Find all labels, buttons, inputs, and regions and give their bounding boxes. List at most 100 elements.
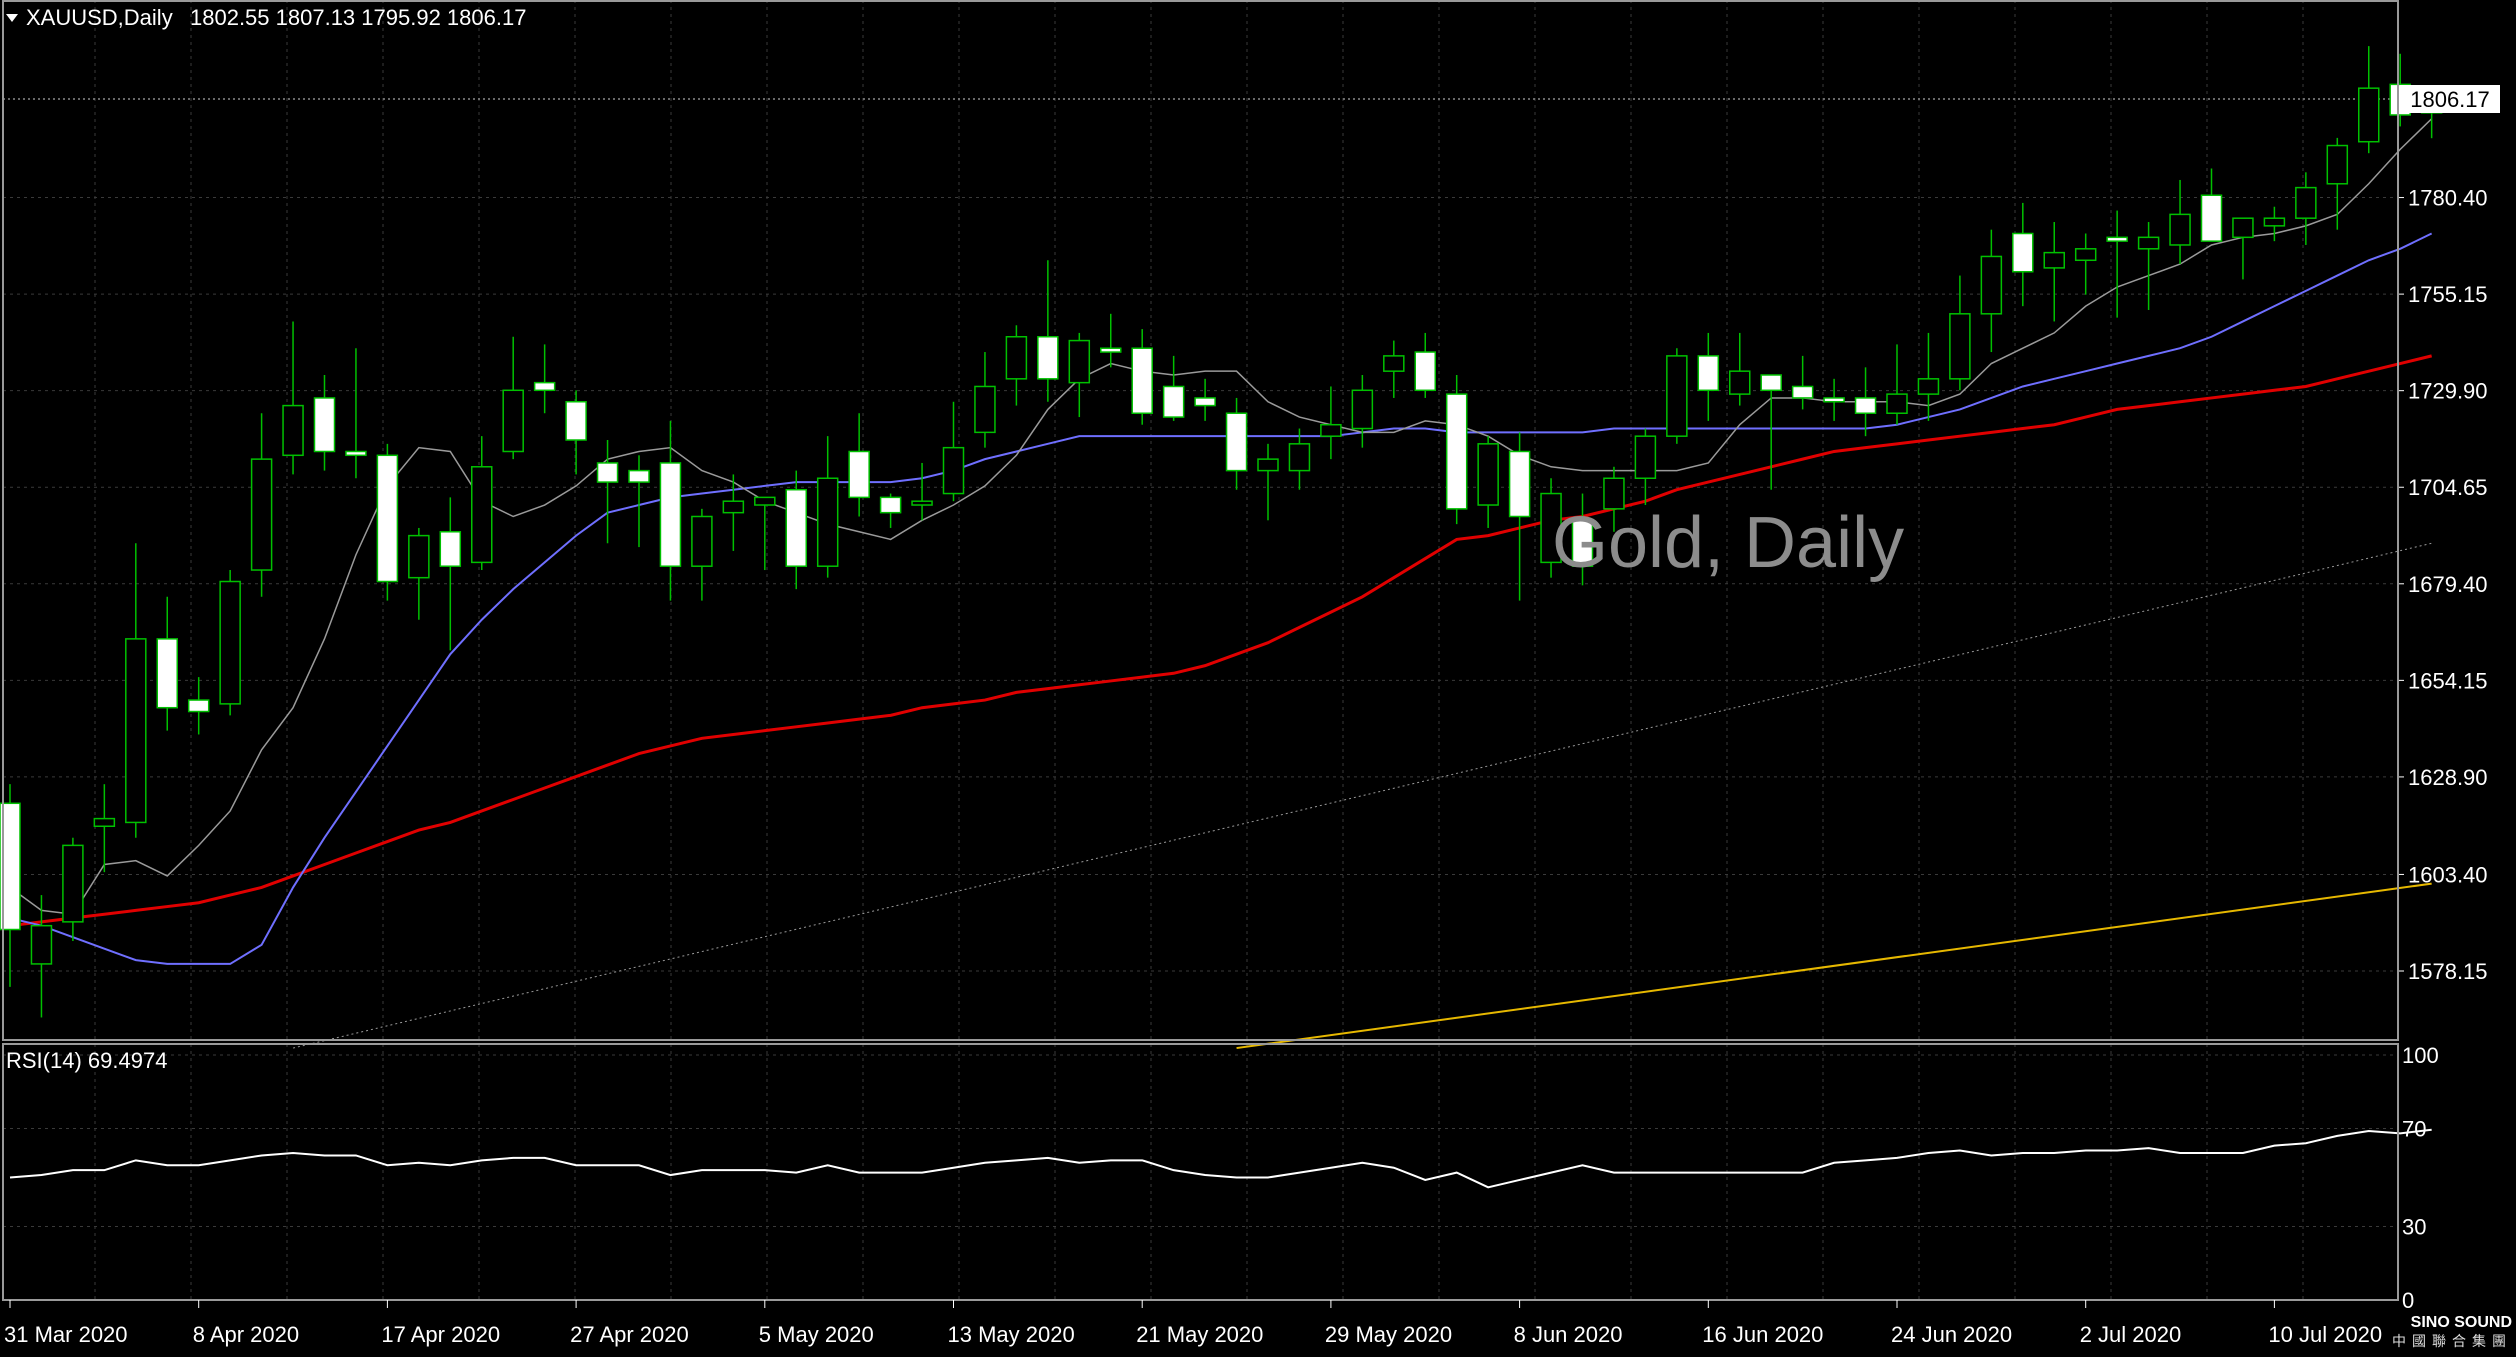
candle-bear — [156, 638, 178, 709]
rsi-line — [9, 1128, 2432, 1189]
logo-name: SINO SOUND — [2410, 1314, 2512, 1331]
candle-bull — [816, 477, 839, 567]
x-tick-label: 5 May 2020 — [759, 1322, 874, 1347]
y-tick-label: 1603.40 — [2408, 862, 2488, 887]
ohlc-readout: 1802.55 1807.13 1795.92 1806.17 — [190, 5, 526, 30]
chevron-down-icon[interactable] — [6, 14, 18, 22]
candle-bull — [974, 385, 996, 434]
candle-bull — [125, 638, 147, 824]
candle-bear — [1037, 336, 1059, 380]
candle-bull — [219, 580, 241, 705]
logo-subtitle: 中國聯合集團 — [2392, 1333, 2512, 1349]
main-pane-frame — [2, 0, 2399, 1041]
candle-bear — [1823, 397, 1845, 403]
candle-bear — [1445, 393, 1468, 510]
candle-bull — [722, 500, 745, 514]
candle-bull — [911, 500, 933, 506]
rsi-tick-label: 100 — [2402, 1043, 2439, 1068]
ma-100-line — [292, 542, 2432, 1049]
candle-bull — [2074, 248, 2097, 262]
candle-bull — [2137, 236, 2160, 250]
candle-bull — [1917, 378, 1940, 395]
candle-bear — [2106, 236, 2128, 242]
ma-200-path — [1236, 882, 2432, 1050]
x-tick-label: 21 May 2020 — [1136, 1322, 1263, 1347]
candle-bull — [1729, 370, 1751, 395]
x-tick-label: 29 May 2020 — [1325, 1322, 1452, 1347]
candle-bull — [942, 446, 965, 495]
rsi-path — [9, 1128, 2432, 1189]
candle-bull — [1005, 336, 1028, 380]
ma-200-line — [1236, 882, 2432, 1050]
candle-bear — [376, 454, 399, 583]
candle-bear — [439, 531, 462, 567]
rsi-title: RSI(14) 69.4974 — [6, 1048, 167, 1073]
candle-bear — [345, 450, 367, 457]
candle-bull — [1980, 255, 2003, 315]
candle-bear — [1697, 355, 1720, 392]
candle-bear — [565, 401, 587, 441]
y-tick-label: 1729.90 — [2408, 379, 2488, 404]
candle-bear — [1100, 347, 1122, 353]
candle-bull — [1603, 477, 1625, 510]
candle-bear — [2012, 232, 2034, 273]
ma-fast-path — [9, 118, 2433, 916]
ma-50-path — [9, 354, 2433, 928]
x-tick-label: 8 Apr 2020 — [193, 1322, 299, 1347]
candle-bull — [1320, 423, 1342, 437]
candle-bear — [848, 450, 870, 499]
candle-bull — [30, 924, 53, 965]
brand-logo: SINO SOUND 中國聯合集團 — [2392, 1314, 2512, 1350]
candle-bear — [533, 381, 556, 392]
candle-bear — [1571, 519, 1594, 567]
candle-bear — [2200, 194, 2223, 242]
candle-bull — [471, 466, 493, 564]
candle-bull — [282, 404, 304, 457]
ma-20-line — [9, 232, 2433, 965]
candle-bear — [1760, 374, 1782, 392]
current-price-label: 1806.17 — [2410, 87, 2490, 112]
y-tick-label: 1755.15 — [2408, 282, 2488, 307]
y-tick-label: 1628.90 — [2408, 765, 2488, 790]
candle-bear — [879, 496, 902, 514]
y-tick-label: 1780.40 — [2408, 186, 2488, 211]
symbol-label: XAUUSD,Daily — [26, 5, 173, 30]
candle-bull — [1540, 492, 1562, 564]
candle-bull — [2043, 251, 2065, 269]
candle-bear — [659, 462, 682, 567]
ma-fast-line — [9, 118, 2433, 916]
x-tick-label: 8 Jun 2020 — [1514, 1322, 1623, 1347]
candle-bull — [1949, 313, 1971, 380]
candle-bull — [2295, 186, 2317, 219]
candle-bear — [1508, 450, 1531, 518]
candle-bull — [1288, 443, 1311, 472]
ma-100-path — [292, 542, 2432, 1049]
candle-bull — [1477, 443, 1499, 506]
grid-lines — [3, 0, 2398, 1300]
ma-20-path — [9, 232, 2433, 965]
rsi-pane-frame — [2, 1043, 2399, 1301]
candle-bull — [1351, 389, 1374, 430]
candle-bull — [2263, 217, 2286, 227]
candle-bear — [1854, 397, 1877, 414]
candle-bull — [754, 496, 776, 506]
candle-bull — [1257, 458, 1279, 472]
x-tick-label: 31 Mar 2020 — [4, 1322, 128, 1347]
candles — [0, 46, 2443, 1018]
y-tick-label: 1679.40 — [2408, 572, 2488, 597]
x-tick-label: 16 Jun 2020 — [1702, 1322, 1823, 1347]
candle-bull — [502, 389, 524, 453]
x-tick-label: 27 Apr 2020 — [570, 1322, 689, 1347]
y-tick-label: 1704.65 — [2408, 475, 2488, 500]
candle-bull — [2169, 213, 2191, 246]
candle-bear — [1225, 412, 1248, 472]
candle-bull — [250, 458, 273, 571]
candle-bear — [1791, 385, 1814, 399]
candle-bear — [1131, 347, 1153, 414]
candle-bull — [93, 817, 116, 828]
candle-bear — [596, 462, 619, 483]
